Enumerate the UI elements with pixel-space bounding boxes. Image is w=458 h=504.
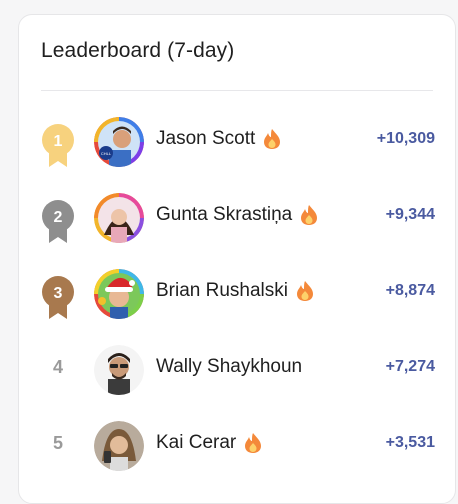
entry-name[interactable]: Brian Rushalski bbox=[156, 280, 288, 301]
leaderboard-card: Leaderboard (7-day) 1 CHLL Jason Sco bbox=[18, 14, 456, 504]
entry-name[interactable]: Kai Cerar bbox=[156, 432, 237, 453]
entry-name[interactable]: Jason Scott bbox=[156, 128, 256, 149]
fire-icon bbox=[264, 129, 281, 149]
entry-score: +9,344 bbox=[385, 206, 435, 223]
rank-number: 5 bbox=[52, 433, 63, 453]
bronze-medal-icon: 3 bbox=[42, 276, 74, 319]
entry-name-wrap: Jason Scott bbox=[156, 128, 281, 150]
entry-score: +10,309 bbox=[376, 130, 435, 147]
fire-icon bbox=[297, 281, 313, 301]
entry-name-wrap: Wally Shaykhoun bbox=[156, 356, 302, 378]
entry-name-wrap: Brian Rushalski bbox=[156, 280, 314, 302]
fire-icon bbox=[301, 205, 318, 225]
rank-number: 3 bbox=[54, 285, 63, 302]
avatar[interactable]: CHLL bbox=[94, 117, 144, 167]
entry-name-wrap: Kai Cerar bbox=[156, 432, 262, 454]
entry-score: +7,274 bbox=[385, 358, 435, 375]
fire-icon bbox=[245, 433, 262, 453]
entry-score: +8,874 bbox=[385, 282, 435, 299]
avatar[interactable] bbox=[94, 421, 144, 471]
leaderboard-row-1[interactable]: 1 CHLL Jason Scott +10,309 bbox=[19, 109, 455, 173]
rank-number: 2 bbox=[54, 209, 63, 226]
avatar[interactable] bbox=[94, 193, 144, 243]
svg-text:CHLL: CHLL bbox=[101, 151, 112, 156]
gold-medal-icon: 1 bbox=[42, 124, 74, 167]
silver-medal-icon: 2 bbox=[42, 200, 74, 243]
leaderboard-row-2[interactable]: 2 Gunta Skrastiņa +9,344 bbox=[19, 185, 455, 249]
leaderboard-row-5[interactable]: 5 Kai Cerar +3,531 bbox=[19, 413, 455, 477]
rank-number: 4 bbox=[52, 357, 63, 377]
avatar[interactable] bbox=[94, 345, 144, 395]
entry-score: +3,531 bbox=[385, 434, 435, 451]
entry-name[interactable]: Gunta Skrastiņa bbox=[156, 204, 293, 225]
entry-name[interactable]: Wally Shaykhoun bbox=[156, 356, 303, 377]
avatar[interactable] bbox=[94, 269, 144, 319]
leaderboard-row-3[interactable]: 3 Brian Rushalski +8 bbox=[19, 261, 455, 325]
divider bbox=[41, 90, 433, 91]
leaderboard-row-4[interactable]: 4 Wally Shaykhoun +7,274 bbox=[19, 337, 455, 401]
leaderboard-title: Leaderboard (7-day) bbox=[41, 39, 235, 62]
entry-name-wrap: Gunta Skrastiņa bbox=[156, 204, 318, 226]
rank-number: 1 bbox=[54, 133, 63, 150]
